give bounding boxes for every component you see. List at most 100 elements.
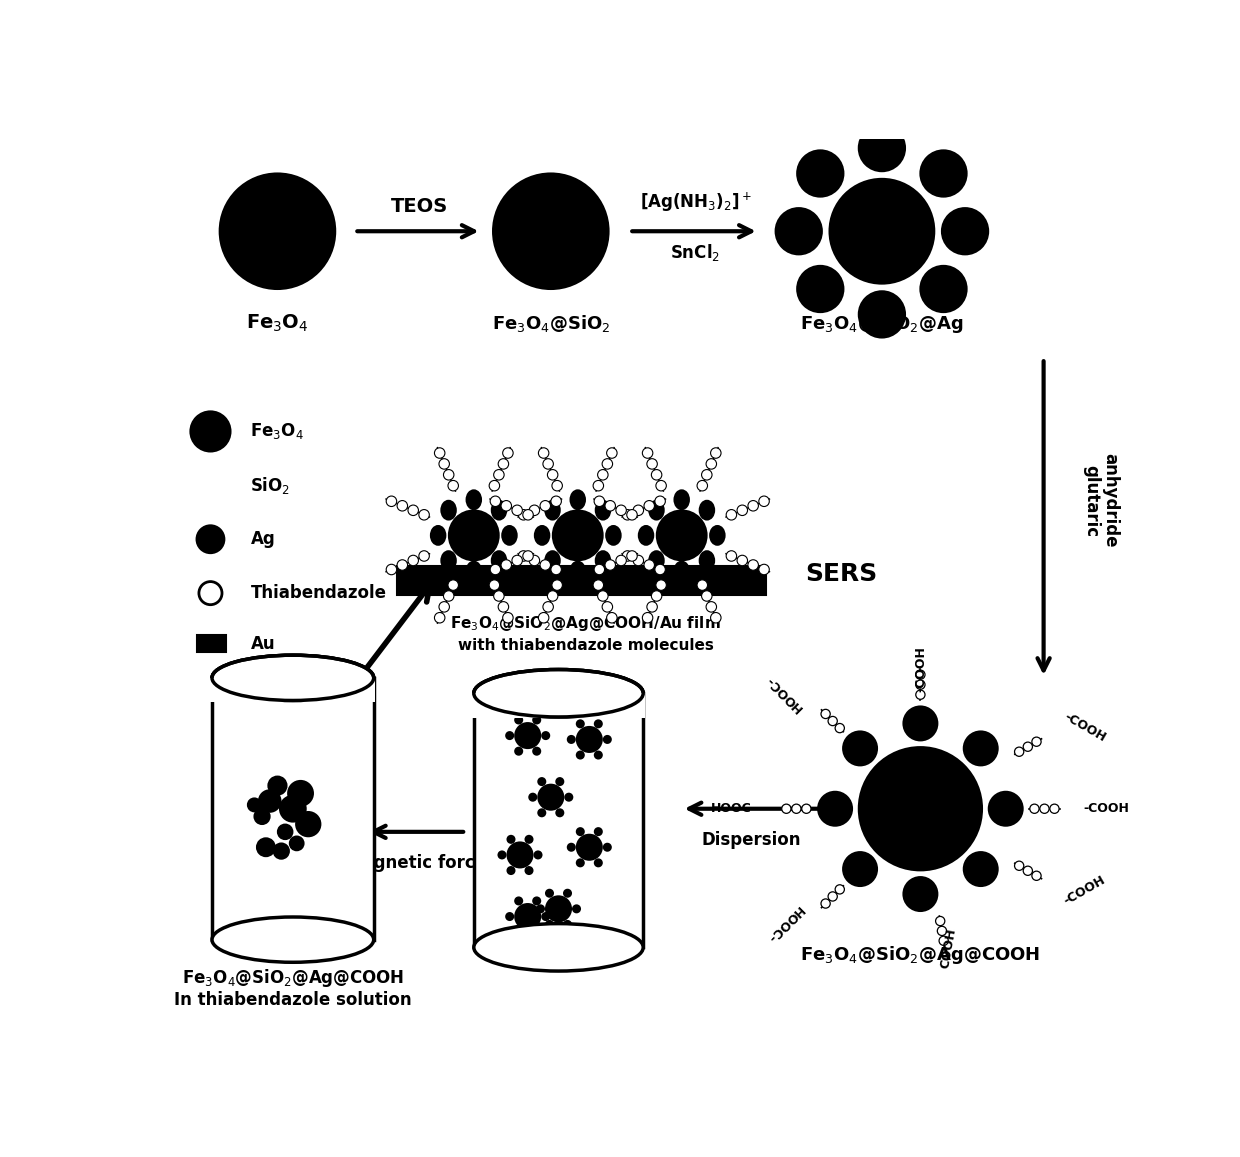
Circle shape (444, 470, 454, 480)
Circle shape (516, 898, 522, 905)
Circle shape (737, 506, 748, 516)
Ellipse shape (639, 526, 653, 545)
Bar (397, 566, 766, 596)
Circle shape (604, 736, 611, 743)
Circle shape (288, 781, 312, 805)
Circle shape (538, 779, 546, 786)
Circle shape (551, 496, 562, 507)
Circle shape (198, 582, 222, 605)
Circle shape (904, 707, 937, 740)
Ellipse shape (699, 551, 714, 570)
Text: Fe$_3$O$_4$@SiO$_2$@Ag: Fe$_3$O$_4$@SiO$_2$@Ag (800, 312, 963, 334)
Circle shape (622, 509, 632, 519)
Circle shape (551, 565, 562, 575)
Circle shape (859, 292, 905, 338)
Circle shape (836, 885, 844, 894)
Circle shape (506, 732, 513, 739)
Circle shape (936, 916, 945, 926)
Circle shape (518, 509, 528, 519)
Ellipse shape (675, 491, 689, 509)
Circle shape (538, 784, 563, 810)
Circle shape (547, 470, 558, 480)
Ellipse shape (546, 551, 559, 570)
Circle shape (557, 779, 563, 786)
Text: -COOH: -COOH (1084, 802, 1130, 816)
Circle shape (939, 936, 949, 945)
Circle shape (920, 266, 967, 312)
Circle shape (397, 501, 408, 511)
Circle shape (280, 796, 306, 821)
Circle shape (248, 798, 260, 811)
Circle shape (543, 602, 553, 612)
Circle shape (529, 506, 539, 516)
Circle shape (507, 835, 515, 842)
Circle shape (920, 150, 967, 197)
Text: [Ag(NH$_3$)$_2$]$^+$: [Ag(NH$_3$)$_2$]$^+$ (640, 191, 751, 214)
Circle shape (737, 555, 748, 566)
Circle shape (781, 804, 791, 813)
Circle shape (449, 510, 498, 560)
Text: with thiabendazole molecules: with thiabendazole molecules (458, 638, 713, 653)
Circle shape (656, 480, 666, 491)
Circle shape (498, 602, 508, 612)
Ellipse shape (606, 526, 620, 545)
Ellipse shape (570, 561, 585, 581)
Circle shape (651, 591, 662, 602)
Circle shape (595, 860, 601, 867)
Circle shape (859, 125, 905, 171)
Circle shape (191, 412, 231, 451)
Circle shape (963, 731, 998, 765)
Circle shape (419, 551, 429, 561)
Circle shape (802, 804, 811, 813)
Text: anhydride: anhydride (1101, 454, 1120, 548)
Text: HOOC-: HOOC- (764, 672, 805, 714)
Circle shape (644, 501, 655, 511)
Circle shape (529, 555, 539, 566)
Text: HOOC-: HOOC- (764, 904, 805, 945)
Circle shape (489, 580, 500, 590)
Circle shape (622, 551, 632, 561)
Bar (474, 693, 644, 948)
Text: -COOH: -COOH (1061, 710, 1107, 744)
Circle shape (655, 496, 666, 507)
Circle shape (642, 448, 652, 458)
Circle shape (634, 555, 644, 566)
Text: Thiabendazole: Thiabendazole (250, 584, 387, 602)
Ellipse shape (474, 923, 644, 971)
Circle shape (552, 580, 563, 590)
Circle shape (594, 565, 605, 575)
Circle shape (290, 837, 304, 850)
Circle shape (529, 794, 536, 801)
Circle shape (598, 470, 608, 480)
Circle shape (963, 852, 998, 886)
Circle shape (577, 860, 584, 867)
Circle shape (448, 480, 459, 491)
Ellipse shape (474, 670, 644, 717)
Circle shape (533, 929, 541, 936)
Circle shape (254, 809, 269, 824)
Circle shape (593, 480, 604, 491)
Circle shape (1014, 861, 1024, 870)
Circle shape (748, 560, 759, 570)
Circle shape (434, 448, 445, 458)
Circle shape (408, 555, 418, 566)
Ellipse shape (212, 918, 373, 963)
Circle shape (797, 150, 843, 197)
Text: COOH: COOH (939, 927, 959, 970)
Ellipse shape (466, 491, 481, 509)
Text: SiO$_2$: SiO$_2$ (250, 474, 290, 496)
Circle shape (791, 804, 801, 813)
Circle shape (564, 921, 570, 928)
Circle shape (727, 551, 737, 561)
Circle shape (537, 906, 544, 913)
Circle shape (534, 852, 542, 858)
Circle shape (647, 458, 657, 469)
Circle shape (595, 828, 601, 835)
Circle shape (259, 790, 280, 812)
Circle shape (518, 551, 528, 561)
Circle shape (397, 560, 408, 570)
Circle shape (516, 904, 541, 929)
Ellipse shape (595, 501, 610, 519)
Circle shape (296, 812, 320, 837)
Circle shape (434, 612, 445, 622)
